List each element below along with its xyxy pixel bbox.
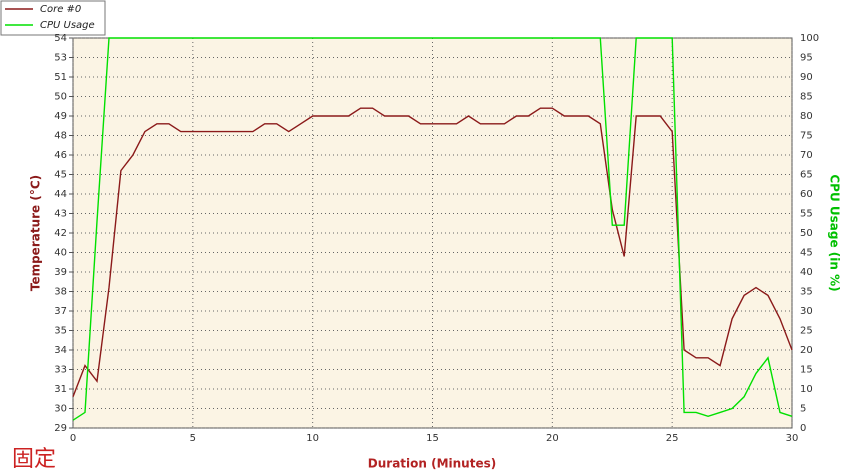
y-tick-label: 38 (54, 287, 67, 298)
x-tick-label: 30 (786, 433, 799, 444)
y2-tick-label: 80 (800, 111, 813, 122)
y2-tick-label: 60 (800, 189, 813, 200)
y-tick-label: 42 (54, 228, 67, 239)
y2-tick-label: 55 (800, 209, 813, 220)
y-tick-label: 40 (54, 248, 67, 259)
y-tick-label: 49 (54, 111, 67, 122)
y2-tick-label: 70 (800, 150, 813, 161)
y2-tick-label: 95 (800, 53, 813, 64)
y2-tick-label: 50 (800, 228, 813, 239)
corner-text: 固定 (12, 447, 56, 472)
x-tick-label: 15 (426, 433, 439, 444)
y2-tick-label: 35 (800, 287, 813, 298)
y2-tick-label: 100 (800, 33, 819, 44)
y2-tick-label: 40 (800, 267, 813, 278)
y2-tick-label: 20 (800, 345, 813, 356)
y2-tick-label: 5 (800, 404, 806, 415)
y-axis-title: Temperature (°C) (29, 175, 43, 291)
y-tick-label: 30 (54, 404, 67, 415)
series-line (72, 107, 793, 398)
x-axis-title: Duration (Minutes) (368, 457, 496, 471)
x-tick-label: 10 (306, 433, 319, 444)
series-line (72, 37, 793, 421)
plot-area (72, 37, 793, 429)
y-tick-label: 35 (54, 326, 67, 337)
y2-tick-label: 90 (800, 72, 813, 83)
y-tick-label: 50 (54, 92, 67, 103)
y2-tick-label: 0 (800, 423, 806, 434)
y-tick-label: 53 (54, 53, 67, 64)
y-tick-label: 48 (54, 131, 67, 142)
y2-tick-label: 65 (800, 170, 813, 181)
y-tick-label: 43 (54, 209, 67, 220)
y-tick-label: 45 (54, 170, 67, 181)
y2-tick-label: 30 (800, 306, 813, 317)
y-tick-label: 29 (54, 423, 67, 434)
y2-tick-label: 25 (800, 326, 813, 337)
x-tick-label: 5 (190, 433, 196, 444)
x-tick-label: 0 (70, 433, 76, 444)
y-tick-label: 39 (54, 267, 67, 278)
y-tick-label: 33 (54, 365, 67, 376)
y2-tick-label: 85 (800, 92, 813, 103)
y-tick-label: 44 (54, 189, 67, 200)
x-tick-label: 25 (666, 433, 679, 444)
legend-label: CPU Usage (40, 20, 95, 31)
y2-tick-label: 15 (800, 365, 813, 376)
legend-box (0, 0, 106, 36)
y2-tick-label: 45 (800, 248, 813, 259)
y-tick-label: 46 (54, 150, 67, 161)
y-tick-label: 34 (54, 345, 67, 356)
y2-axis-title: CPU Usage (in %) (828, 174, 842, 291)
y-tick-label: 54 (54, 33, 67, 44)
y-tick-label: 51 (54, 72, 67, 83)
legend-label: Core #0 (40, 4, 81, 15)
y2-tick-label: 10 (800, 384, 813, 395)
y-tick-label: 37 (54, 306, 67, 317)
y-tick-label: 31 (54, 384, 67, 395)
y2-tick-label: 75 (800, 131, 813, 142)
x-tick-label: 20 (546, 433, 559, 444)
